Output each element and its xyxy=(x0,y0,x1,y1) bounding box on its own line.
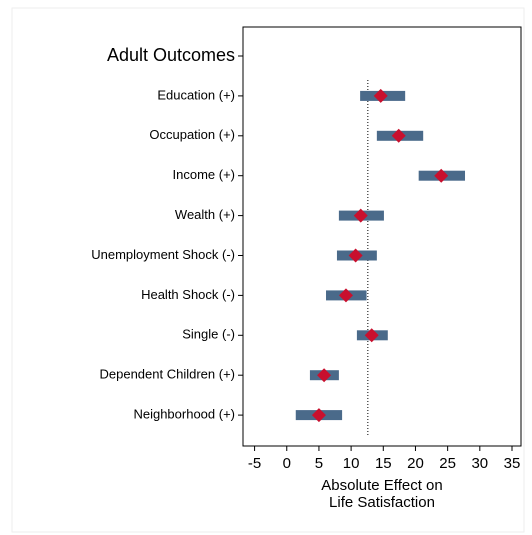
point-marker xyxy=(434,168,449,183)
frame xyxy=(11,7,525,533)
x-tick-label: 30 xyxy=(471,455,488,472)
y-tick-label: Single (-) xyxy=(182,327,235,342)
x-axis-label: Life Satisfaction xyxy=(329,494,435,511)
y-tick-label: Health Shock (-) xyxy=(141,287,235,302)
point-marker xyxy=(391,128,406,143)
x-axis-label: Absolute Effect on xyxy=(321,477,442,494)
y-tick-label: Income (+) xyxy=(173,167,236,182)
y-tick-label: Dependent Children (+) xyxy=(100,367,236,382)
point-marker xyxy=(317,368,332,383)
plot-area xyxy=(242,26,522,447)
section-header: Adult Outcomes xyxy=(107,45,235,65)
x-tick-label: 15 xyxy=(375,455,392,472)
x-tick-label: 0 xyxy=(283,455,291,472)
x-tick-label: 35 xyxy=(504,455,521,472)
y-tick-label: Education (+) xyxy=(157,87,235,102)
point-marker xyxy=(311,408,326,423)
x-tick-label: 20 xyxy=(407,455,424,472)
y-tick-label: Unemployment Shock (-) xyxy=(91,247,235,262)
point-marker xyxy=(364,328,379,343)
point-marker xyxy=(373,88,388,103)
point-marker xyxy=(353,208,368,223)
point-marker xyxy=(348,248,363,263)
y-tick-label: Occupation (+) xyxy=(149,127,235,142)
x-tick-label: 25 xyxy=(439,455,456,472)
y-tick-label: Wealth (+) xyxy=(175,207,235,222)
y-tick-label: Neighborhood (+) xyxy=(133,407,235,422)
x-tick-label: 5 xyxy=(315,455,323,472)
point-marker xyxy=(338,288,353,303)
x-tick-label: 10 xyxy=(343,455,360,472)
x-tick-label: -5 xyxy=(248,455,261,472)
